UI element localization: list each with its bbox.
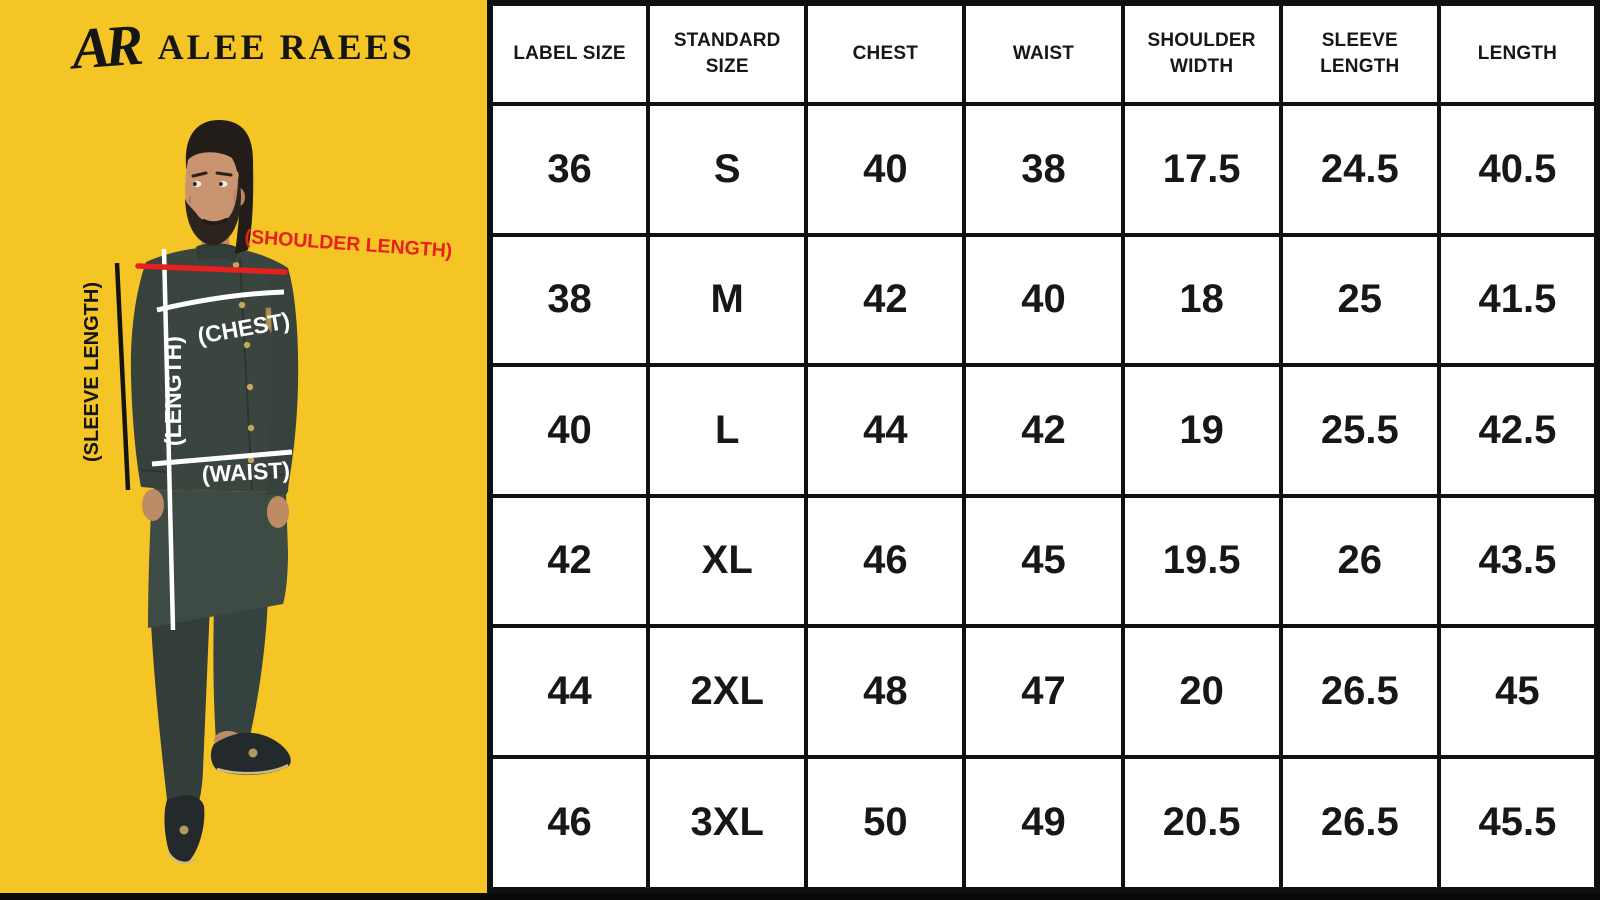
cell: 46 bbox=[487, 754, 651, 893]
table-row: 42 XL 46 45 19.5 26 43.5 bbox=[487, 493, 1600, 629]
chest-line bbox=[156, 289, 285, 313]
cell: 48 bbox=[804, 624, 967, 759]
cell: 47 bbox=[962, 624, 1125, 759]
cell: 45 bbox=[962, 493, 1125, 629]
waist-line bbox=[151, 449, 293, 467]
cell: 2XL bbox=[646, 624, 809, 759]
table-row: 40 L 44 42 19 25.5 42.5 bbox=[487, 363, 1600, 498]
cell: 38 bbox=[962, 102, 1125, 237]
cell: L bbox=[646, 363, 809, 498]
cell: 25 bbox=[1278, 232, 1441, 368]
cell: 3XL bbox=[646, 754, 809, 893]
cell: 42.5 bbox=[1436, 363, 1600, 498]
header-label-size: LABEL SIZE bbox=[487, 1, 651, 106]
cell: 40 bbox=[804, 102, 967, 237]
cell: 17.5 bbox=[1120, 102, 1283, 237]
cell: S bbox=[646, 102, 809, 237]
cell: 44 bbox=[804, 363, 967, 498]
cell: 18 bbox=[1120, 232, 1283, 368]
sleeve-length-line bbox=[114, 262, 131, 491]
header-chest: CHEST bbox=[804, 1, 967, 106]
cell: 45.5 bbox=[1436, 754, 1600, 893]
cell: 26.5 bbox=[1278, 754, 1441, 893]
cell: 40 bbox=[487, 363, 651, 498]
cell: 43.5 bbox=[1436, 493, 1600, 629]
cell: 46 bbox=[804, 493, 967, 629]
brand-panel: AR ALEE RAEES bbox=[0, 0, 487, 900]
size-table: LABEL SIZE STANDARD SIZE CHEST WAIST SHO… bbox=[487, 0, 1600, 893]
brand-logo: AR ALEE RAEES bbox=[0, 12, 487, 81]
bottom-strip bbox=[0, 893, 1600, 900]
cell: 42 bbox=[487, 493, 651, 629]
header-shoulder-width: SHOULDER WIDTH bbox=[1120, 1, 1283, 106]
cell: M bbox=[646, 232, 809, 368]
table-row: 44 2XL 48 47 20 26.5 45 bbox=[487, 624, 1600, 759]
cell: 24.5 bbox=[1278, 102, 1441, 237]
brand-name: ALEE RAEES bbox=[157, 27, 415, 67]
length-label: (LENGTH) bbox=[160, 336, 186, 446]
cell: 42 bbox=[804, 232, 967, 368]
size-table-header-row: LABEL SIZE STANDARD SIZE CHEST WAIST SHO… bbox=[487, 1, 1600, 106]
cell: 20.5 bbox=[1120, 754, 1283, 893]
vest-buttons bbox=[232, 261, 255, 464]
cell: 42 bbox=[962, 363, 1125, 498]
model-illustration: (SHOULDER LENGTH) (SLEEVE LENGTH) (CHEST… bbox=[81, 120, 453, 865]
table-row: 36 S 40 38 17.5 24.5 40.5 bbox=[487, 102, 1600, 237]
cell: 38 bbox=[487, 232, 651, 368]
model-photo bbox=[130, 120, 299, 865]
cell: 45 bbox=[1436, 624, 1600, 759]
header-sleeve-length: SLEEVE LENGTH bbox=[1278, 1, 1441, 106]
cell: 41.5 bbox=[1436, 232, 1600, 368]
shoulder-line bbox=[135, 263, 288, 275]
cell: 26.5 bbox=[1278, 624, 1441, 759]
cell: 20 bbox=[1120, 624, 1283, 759]
header-standard-size: STANDARD SIZE bbox=[646, 1, 809, 106]
left-shoe bbox=[164, 795, 205, 865]
model-head bbox=[185, 120, 254, 254]
length-line bbox=[161, 248, 176, 631]
cell: XL bbox=[646, 493, 809, 629]
waist-label: (WAIST) bbox=[201, 457, 290, 488]
cell: 40.5 bbox=[1436, 102, 1600, 237]
cell: 26 bbox=[1278, 493, 1441, 629]
shoulder-length-label: (SHOULDER LENGTH) bbox=[244, 226, 453, 262]
cell: 49 bbox=[962, 754, 1125, 893]
cell: 19 bbox=[1120, 363, 1283, 498]
table-row: 46 3XL 50 49 20.5 26.5 45.5 bbox=[487, 754, 1600, 893]
right-shoe bbox=[210, 732, 291, 775]
header-waist: WAIST bbox=[962, 1, 1125, 106]
cell: 36 bbox=[487, 102, 651, 237]
size-table-section: LABEL SIZE STANDARD SIZE CHEST WAIST SHO… bbox=[487, 0, 1600, 893]
cell: 50 bbox=[804, 754, 967, 893]
sleeve-length-label: (SLEEVE LENGTH) bbox=[81, 282, 103, 462]
cell: 19.5 bbox=[1120, 493, 1283, 629]
cell: 40 bbox=[962, 232, 1125, 368]
table-row: 38 M 42 40 18 25 41.5 bbox=[487, 232, 1600, 368]
cell: 25.5 bbox=[1278, 363, 1441, 498]
header-length: LENGTH bbox=[1436, 1, 1600, 106]
cell: 44 bbox=[487, 624, 651, 759]
